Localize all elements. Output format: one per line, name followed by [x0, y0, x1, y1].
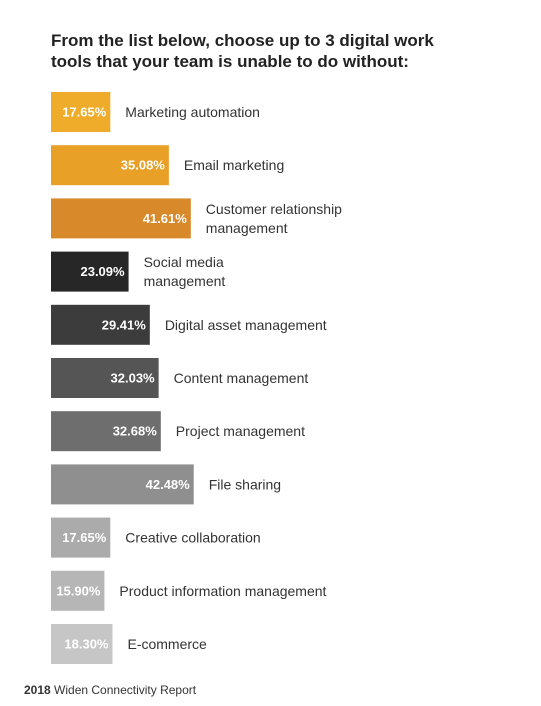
bar-creative-collaboration: [51, 517, 111, 558]
value-label-digital-asset-management: 29.41%: [102, 317, 147, 332]
bar-digital-asset-management: [51, 304, 150, 345]
bar-marketing-automation: [51, 92, 111, 132]
category-label-file-sharing: File sharing: [209, 476, 281, 492]
category-label-project-management: Project management: [176, 423, 305, 439]
value-label-email-marketing: 35.08%: [121, 158, 166, 173]
bar-project-management: [51, 411, 161, 452]
bar-social-media-management: [51, 251, 129, 292]
category-label-customer-relationship-management: Customer relationship management: [206, 201, 342, 236]
category-label-marketing-automation: Marketing automation: [125, 104, 260, 120]
bar-product-information-management: [51, 570, 105, 611]
category-label-email-marketing: Email marketing: [184, 157, 284, 173]
value-label-product-information-management: 15.90%: [56, 583, 101, 598]
value-label-social-media-management: 23.09%: [80, 264, 125, 279]
category-label-creative-collaboration: Creative collaboration: [125, 530, 260, 546]
category-label-product-information-management: Product information management: [119, 583, 326, 599]
footer-year: 2018: [24, 683, 51, 697]
value-label-file-sharing: 42.48%: [146, 477, 191, 492]
bar-content-management: [51, 358, 159, 398]
value-label-project-management: 32.68%: [113, 424, 158, 439]
bar-customer-relationship-management: [51, 198, 191, 239]
bar-e-commerce: [51, 624, 113, 664]
category-label-e-commerce: E-commerce: [127, 636, 207, 652]
value-label-marketing-automation: 17.65%: [62, 105, 107, 120]
value-label-creative-collaboration: 17.65%: [62, 530, 107, 545]
value-label-e-commerce: 18.30%: [64, 637, 109, 652]
bar-file-sharing: [51, 464, 194, 505]
category-label-social-media-management: Social media management: [144, 254, 226, 289]
category-label-digital-asset-management: Digital asset management: [165, 317, 327, 333]
value-label-content-management: 32.03%: [111, 371, 156, 386]
category-label-content-management: Content management: [174, 370, 309, 386]
footer-text: Widen Connectivity Report: [54, 683, 197, 697]
value-label-customer-relationship-management: 41.61%: [143, 211, 188, 226]
chart-title: From the list below, choose up to 3 digi…: [51, 31, 434, 71]
bar-email-marketing: [51, 145, 169, 186]
footer: 2018 Widen Connectivity Report: [24, 683, 196, 697]
